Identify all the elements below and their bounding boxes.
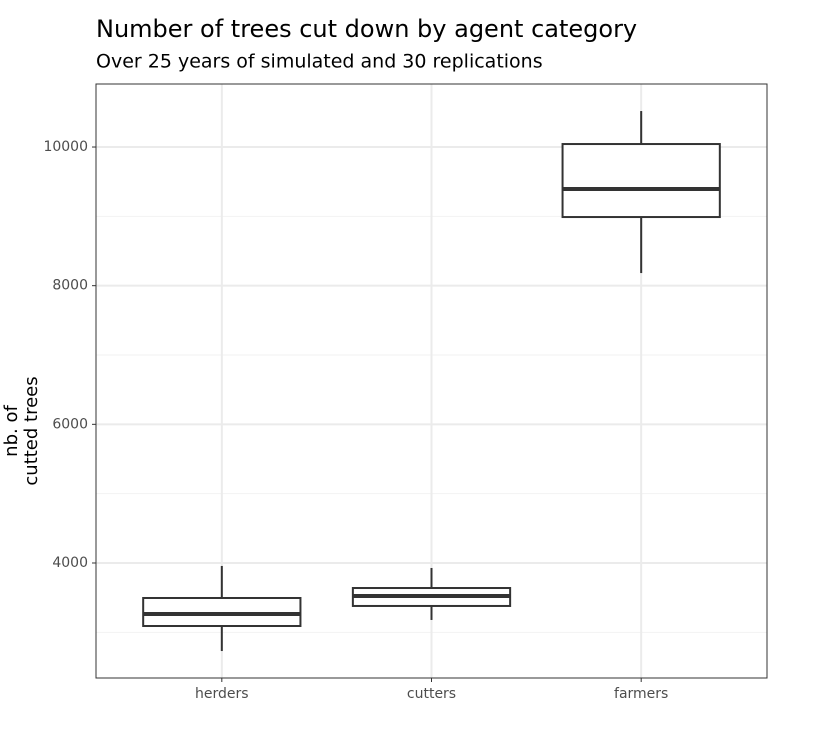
box: [561, 143, 721, 219]
chart-subtitle: Over 25 years of simulated and 30 replic…: [96, 51, 543, 73]
y-axis-title-line: cutted trees: [21, 376, 42, 485]
x-tick-label: farmers: [614, 686, 668, 702]
box: [142, 596, 302, 628]
y-tick-label: 6000: [52, 416, 88, 432]
x-tick-label: cutters: [407, 686, 456, 702]
panel-border: [95, 83, 768, 679]
chart-title: Number of trees cut down by agent catego…: [96, 15, 637, 43]
y-axis-title-line: nb. of: [1, 405, 22, 457]
x-tick-label: herders: [195, 686, 249, 702]
y-tick-label: 8000: [52, 278, 88, 294]
y-axis-title: nb. ofcutted trees: [1, 376, 42, 485]
y-tick-label: 10000: [43, 139, 88, 155]
y-tick-label: 4000: [52, 555, 88, 571]
